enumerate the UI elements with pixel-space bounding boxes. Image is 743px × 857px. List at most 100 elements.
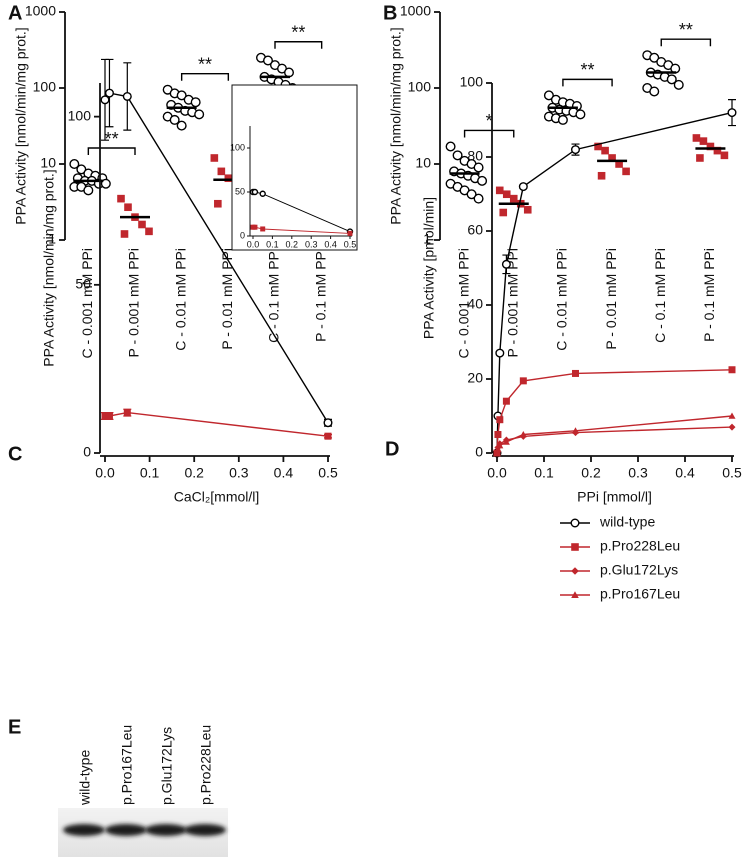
x-tick-label: 0.1: [140, 465, 160, 481]
x-tick-label: P - 0.1 mM PPi: [701, 248, 717, 342]
x-tick-label: 0.0: [247, 239, 260, 249]
series-line: [496, 426, 733, 454]
data-point: [100, 95, 110, 105]
data-point: [615, 160, 623, 168]
legend-marker: [571, 567, 579, 575]
data-point: [466, 189, 477, 200]
data-point: [706, 142, 715, 151]
data-point: [699, 137, 708, 145]
blot-band: [63, 824, 105, 836]
data-point: [169, 114, 180, 125]
y-tick-label: 1: [423, 231, 431, 247]
data-point: [597, 171, 606, 180]
data-point: [251, 188, 259, 196]
data-point: [720, 151, 729, 160]
x-tick-label: C - 0.001 mM PPi: [79, 248, 95, 358]
series-line: [496, 415, 733, 454]
data-point: [176, 120, 187, 131]
blot-band: [105, 824, 147, 836]
significance-bracket: [463, 129, 515, 138]
x-tick-label: 0.4: [324, 239, 337, 249]
data-point: [728, 366, 736, 374]
x-tick-label: 0.4: [675, 465, 695, 481]
data-point: [124, 203, 132, 212]
data-point: [649, 52, 660, 63]
panel-label: C: [8, 443, 22, 465]
blot-band: [145, 824, 187, 836]
data-point: [502, 190, 511, 199]
data-point: [100, 178, 111, 189]
y-tick-label: 100: [68, 107, 92, 123]
data-point: [284, 67, 295, 78]
significance-bracket: [87, 147, 136, 155]
x-tick-label: 0.5: [344, 239, 357, 249]
significance-bracket: [274, 41, 323, 49]
y-axis-label: PPA Activity [pmol/min]: [421, 197, 437, 339]
y-tick-label: 0: [475, 444, 483, 460]
data-point: [122, 91, 132, 101]
y-tick-label: 0: [240, 230, 245, 240]
y-tick-label: 100: [230, 142, 245, 152]
data-point: [499, 208, 508, 217]
y-tick-label: 0: [83, 444, 91, 460]
x-tick-label: C - 0.01 mM PPi: [172, 248, 188, 351]
data-point: [519, 431, 527, 438]
data-point: [259, 190, 266, 197]
x-tick-label: 0.5: [318, 465, 338, 481]
series-line: [105, 411, 329, 437]
x-tick-label: 0.1: [266, 239, 279, 249]
data-point: [324, 432, 332, 440]
data-point: [571, 369, 579, 377]
data-point: [123, 409, 131, 417]
data-point: [477, 175, 488, 186]
data-point: [452, 150, 463, 161]
data-point: [224, 174, 233, 183]
legend-label: wild-type: [599, 514, 655, 530]
x-tick-label: 0.5: [722, 465, 742, 481]
x-tick-label: P - 0.001 mM PPi: [504, 248, 520, 357]
lane-label: p.Pro167Leu: [119, 725, 135, 805]
data-point: [571, 427, 579, 434]
x-tick-label: 0.0: [487, 465, 507, 481]
data-point: [496, 416, 504, 424]
data-point: [145, 227, 153, 236]
data-point: [649, 86, 660, 97]
y-tick-label: 60: [467, 222, 483, 238]
y-tick-label: 1: [48, 231, 56, 247]
data-point: [502, 397, 510, 405]
data-point: [190, 97, 201, 108]
x-tick-label: 0.3: [229, 465, 249, 481]
significance-label: **: [198, 54, 212, 74]
panel-label: D: [385, 438, 399, 460]
y-tick-label: 1000: [25, 3, 56, 19]
data-point: [104, 88, 114, 98]
legend-marker: [570, 518, 580, 528]
data-point: [727, 108, 737, 118]
lane-label: wild-type: [77, 750, 93, 806]
legend-marker: [571, 543, 579, 551]
x-tick-label: 0.1: [534, 465, 554, 481]
y-tick-label: 20: [467, 370, 483, 386]
significance-label: **: [291, 23, 305, 43]
x-axis-label: CaCl₂[mmol/l]: [174, 489, 260, 505]
x-tick-label: 0.2: [581, 465, 601, 481]
data-point: [323, 418, 333, 428]
x-tick-label: 0.2: [184, 465, 204, 481]
significance-label: **: [105, 129, 119, 149]
data-point: [673, 79, 684, 90]
x-tick-label: 0.2: [286, 239, 299, 249]
data-point: [217, 167, 226, 176]
lane-label: p.Pro228Leu: [198, 725, 214, 805]
inset-frame: [231, 84, 358, 251]
data-point: [83, 185, 94, 196]
data-point: [502, 438, 510, 445]
data-point: [518, 182, 528, 192]
data-point: [666, 74, 677, 85]
data-point: [495, 186, 504, 195]
data-point: [728, 423, 736, 431]
data-point: [493, 449, 501, 456]
y-axis-label: PPA Activity [nmol/min/mg prot.]: [13, 27, 29, 224]
significance-label: **: [679, 20, 693, 40]
